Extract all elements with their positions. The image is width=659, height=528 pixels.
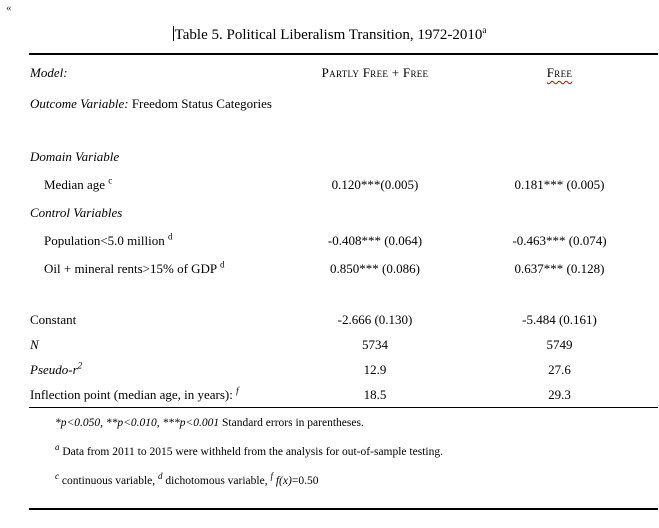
row-value-col2: -0.463*** (0.074) bbox=[512, 233, 607, 248]
column-header-free: Free bbox=[460, 65, 659, 81]
row-label: Constant bbox=[30, 311, 77, 327]
row-value-col2: 5749 bbox=[546, 336, 573, 352]
table-title-superscript: a bbox=[482, 25, 487, 35]
row-label: Median age c bbox=[44, 175, 113, 192]
row-value-col1: 0.120***(0.005) bbox=[331, 177, 419, 192]
row-value-col1: 18.5 bbox=[363, 386, 387, 402]
spacer bbox=[30, 283, 659, 307]
table-row: Oil + mineral rents>15% of GDP d 0.850**… bbox=[30, 255, 659, 283]
table-row: Population<5.0 million d -0.408*** (0.06… bbox=[30, 227, 659, 255]
table-row: Constant -2.666 (0.130) -5.484 (0.161) bbox=[30, 307, 659, 332]
footnote-a: a Data from 2011 to 2015 were withheld f… bbox=[55, 442, 443, 458]
row-label: Pseudo-r2 bbox=[30, 360, 83, 377]
model-label: Model: bbox=[30, 65, 68, 80]
row-value-col1: 5734 bbox=[362, 336, 388, 352]
row-label: N bbox=[30, 336, 39, 352]
spellcheck-underline: Free bbox=[546, 65, 573, 80]
document-page[interactable]: « Table 5. Political Liberalism Transiti… bbox=[0, 0, 659, 510]
footnote-significance: *p<0.050, **p<0.010, ***p<0.001 Standard… bbox=[55, 417, 364, 429]
table-row: Control Variables bbox=[30, 199, 659, 227]
table-row: Median age c 0.120***(0.005) 0.181*** (0… bbox=[30, 171, 659, 199]
table-title: Table 5. Political Liberalism Transition… bbox=[0, 0, 659, 44]
row-value-col1: -2.666 (0.130) bbox=[337, 311, 413, 327]
table-row: Domain Variable bbox=[30, 143, 659, 171]
column-header-partly-free: Partly Free + Free bbox=[321, 65, 429, 80]
footnote-rule bbox=[29, 407, 658, 408]
results-table: Model: Partly Free + Free Free Outcome V… bbox=[30, 55, 659, 407]
row-label: Control Variables bbox=[30, 205, 123, 220]
outcome-variable-row: Outcome Variable: Freedom Status Categor… bbox=[30, 91, 659, 117]
row-value-col1: 0.850*** (0.086) bbox=[330, 261, 420, 276]
table-header-row: Model: Partly Free + Free Free bbox=[30, 55, 659, 91]
table-title-text: Table 5. Political Liberalism Transition… bbox=[174, 27, 483, 43]
table-bottom-rule bbox=[29, 508, 658, 510]
formatting-mark: « bbox=[6, 2, 12, 14]
footnotes: *p<0.050, **p<0.010, ***p<0.001 Standard… bbox=[55, 408, 659, 488]
row-value-col2: 29.3 bbox=[548, 386, 571, 402]
row-value-col2: 0.181*** (0.005) bbox=[514, 177, 605, 192]
table-row: Inflection point (median age, in years):… bbox=[30, 382, 659, 407]
row-value-col2: 0.637*** (0.128) bbox=[514, 261, 605, 276]
row-value-col2: -5.484 (0.161) bbox=[522, 311, 597, 327]
spacer bbox=[30, 117, 659, 143]
row-value-col1: 12.9 bbox=[363, 361, 387, 377]
outcome-variable-value: Freedom Status Categories bbox=[131, 96, 272, 111]
table-row: N 5734 5749 bbox=[30, 332, 659, 357]
row-label: Domain Variable bbox=[30, 149, 120, 164]
row-label: Inflection point (median age, in years):… bbox=[30, 385, 239, 402]
row-value-col2: 27.6 bbox=[548, 361, 571, 377]
row-label: Population<5.0 million d bbox=[44, 231, 173, 248]
outcome-variable-label: Outcome Variable: bbox=[30, 96, 129, 111]
table-top-rule bbox=[29, 53, 658, 55]
row-label: Oil + mineral rents>15% of GDP d bbox=[44, 259, 225, 276]
table-row: Pseudo-r2 12.9 27.6 bbox=[30, 357, 659, 382]
footnote-cdf: c continuous variable, d dichotomous var… bbox=[55, 471, 319, 487]
row-value-col1: -0.408*** (0.064) bbox=[327, 233, 423, 248]
text-cursor bbox=[172, 26, 174, 41]
